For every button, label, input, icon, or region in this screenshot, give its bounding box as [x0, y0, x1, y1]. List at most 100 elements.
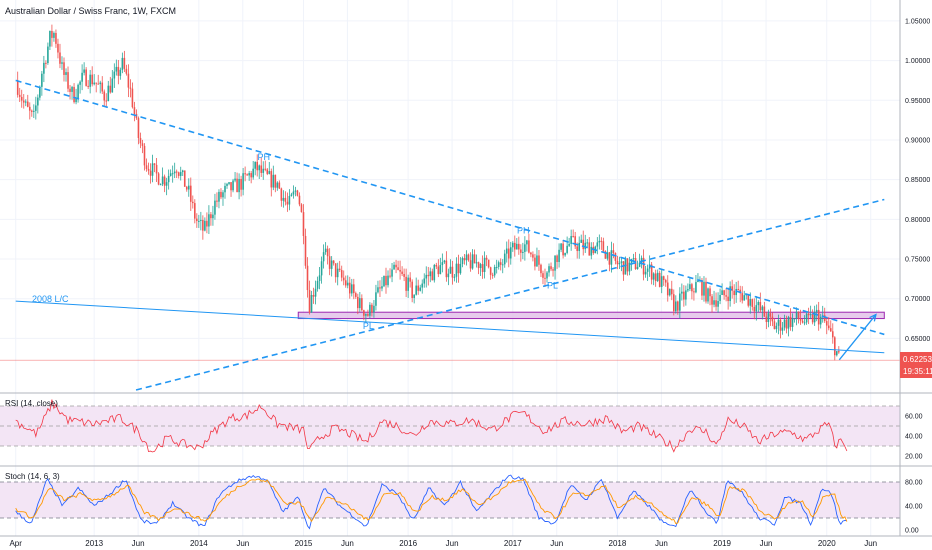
candle-body [228, 182, 230, 184]
candle-body [522, 251, 524, 253]
candle-body [679, 293, 681, 311]
annotation-label: 2008 L/C [32, 294, 69, 304]
candle-body [234, 178, 236, 181]
candle-body [198, 220, 200, 222]
time-tick-label: 2015 [295, 539, 313, 548]
candle-body [596, 242, 599, 247]
candle-body [143, 145, 146, 166]
candle-body [574, 236, 576, 247]
candle-body [829, 328, 832, 332]
candle-body [514, 242, 516, 250]
candle-body [334, 263, 337, 278]
candle-body [838, 351, 840, 353]
forecast-arrow-head [869, 313, 877, 322]
bar-countdown: 19:35:11 [903, 367, 932, 376]
candle-body [560, 243, 562, 250]
price-pane[interactable]: PH PH PL PL 2008 L/C [0, 24, 900, 391]
candle-body [628, 262, 631, 272]
candle-body [612, 250, 615, 253]
candle-body [220, 191, 222, 198]
candle-body [751, 299, 754, 307]
candle-body [123, 57, 126, 69]
candle-body [302, 212, 305, 236]
stoch-tick-label: 80.00 [905, 480, 923, 487]
candle-body [652, 273, 655, 280]
candle-body [660, 276, 663, 287]
candle-body [552, 269, 554, 271]
candle-body [359, 298, 361, 309]
candle-body [262, 168, 265, 173]
candle-body [715, 300, 717, 307]
candle-body [191, 201, 194, 204]
candle-body [196, 218, 198, 222]
candle-body [218, 191, 220, 202]
stoch-pane[interactable] [0, 474, 900, 530]
candle-body [224, 185, 226, 193]
candle-body [200, 219, 202, 221]
candle-body [419, 287, 422, 291]
candle-body [47, 46, 49, 64]
candle-body [111, 78, 114, 93]
candle-body [650, 264, 653, 280]
candle-body [282, 197, 285, 201]
candle-body [747, 294, 750, 306]
candle-body [441, 262, 444, 266]
candle-body [600, 240, 603, 242]
candle-body [526, 240, 528, 245]
candle-body [306, 265, 309, 291]
candle-body [133, 107, 136, 114]
candle-body [391, 269, 393, 277]
time-tick-label: 2020 [818, 539, 836, 548]
candle-body [99, 82, 102, 85]
candle-body [658, 272, 661, 287]
candle-body [618, 262, 621, 265]
candle-body [590, 246, 593, 256]
candle-body [393, 264, 395, 270]
candle-body [725, 295, 727, 297]
candle-body [214, 200, 216, 215]
candle-body [183, 170, 186, 187]
candle-body [365, 314, 367, 316]
candle-body [49, 30, 51, 47]
candle-body [415, 285, 417, 295]
candle-body [103, 91, 106, 101]
time-tick-label: Jun [446, 539, 459, 548]
candle-body [274, 174, 277, 188]
candle-body [572, 236, 574, 238]
price-axis[interactable]: 1.05000 1.00000 0.95000 0.90000 0.85000 0.800… [905, 18, 930, 534]
candle-body [532, 254, 534, 258]
candle-body [524, 244, 526, 252]
candle-body [435, 264, 438, 267]
candle-body [636, 266, 639, 270]
candle-body [252, 168, 254, 178]
candle-body [381, 286, 383, 289]
candle-body [831, 331, 834, 338]
candle-body [536, 255, 538, 267]
candle-body [757, 302, 760, 306]
candle-body [55, 32, 57, 44]
candle-body [264, 168, 267, 170]
rsi-pane[interactable] [0, 399, 900, 453]
candle-body [670, 288, 673, 295]
candle-body [499, 262, 502, 265]
candle-body [361, 298, 363, 311]
candle-body [721, 290, 723, 295]
candle-body [371, 304, 373, 313]
candle-body [662, 276, 665, 281]
candle-body [467, 254, 470, 261]
candle-body [487, 259, 490, 268]
candle-body [759, 302, 762, 311]
candle-body [604, 251, 607, 259]
candle-body [397, 267, 399, 270]
candle-body [485, 257, 488, 260]
candle-body [24, 101, 27, 103]
trendlines [15, 79, 885, 391]
candle-body [208, 214, 210, 227]
price-tick-label: 1.00000 [905, 58, 930, 65]
time-axis[interactable]: Apr 2013 Jun 2014 Jun 2015 Jun 2016 Jun 2017 Jun 20… [9, 539, 877, 548]
candle-body [737, 288, 739, 290]
annotation-label: PL [363, 321, 374, 331]
candle-body [294, 190, 297, 192]
